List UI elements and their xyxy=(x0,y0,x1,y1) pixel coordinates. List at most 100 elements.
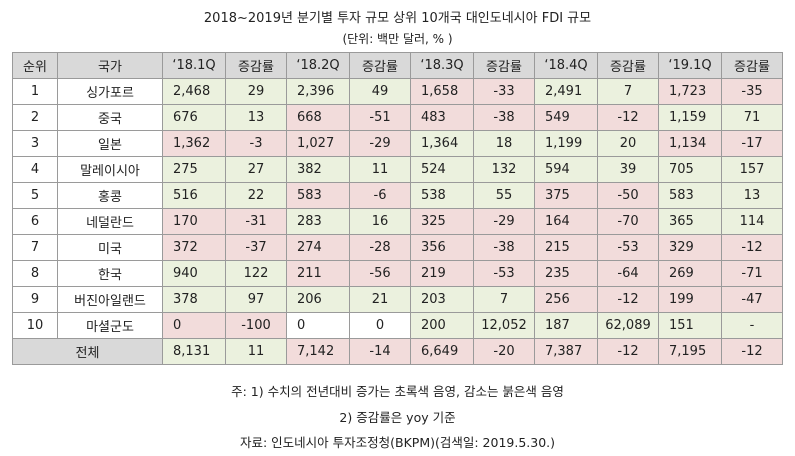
change-rate-cell: -38 xyxy=(473,104,535,131)
change-rate-cell: -29 xyxy=(349,130,411,157)
value-cell: 0 xyxy=(162,312,226,339)
table-row: 9 버진아일랜드 378 97 206 21 203 7 256 -12 199 -47 xyxy=(12,286,783,313)
value-cell: 170 xyxy=(162,208,226,235)
change-rate-cell: -28 xyxy=(349,234,411,261)
value-cell: 187 xyxy=(534,312,598,339)
header-cell: 증감률 xyxy=(721,52,783,79)
change-rate-cell: -35 xyxy=(721,78,783,105)
value-cell: 1,364 xyxy=(410,130,474,157)
value-cell: 676 xyxy=(162,104,226,131)
change-rate-cell: -37 xyxy=(225,234,287,261)
value-cell: 516 xyxy=(162,182,226,209)
change-rate-cell: 16 xyxy=(349,208,411,235)
table-row: 3 일본 1,362 -3 1,027 -29 1,364 18 1,199 20 1,134 -17 xyxy=(12,130,783,157)
table-body: 1 싱가포르 2,468 29 2,396 49 1,658 -33 2,491 7 1,723 -3… xyxy=(12,78,783,365)
country-cell: 한국 xyxy=(57,260,163,287)
value-cell: 206 xyxy=(286,286,350,313)
change-rate-cell: -12 xyxy=(597,286,659,313)
value-cell: 378 xyxy=(162,286,226,313)
header-cell: 증감률 xyxy=(349,52,411,79)
rank-cell: 7 xyxy=(12,234,58,261)
source-note: 자료: 인도네시아 투자조정청(BKPM)(검색일: 2019.5.30.) xyxy=(239,435,556,450)
value-cell: 0 xyxy=(286,312,350,339)
change-rate-cell: 21 xyxy=(349,286,411,313)
change-rate-cell: -56 xyxy=(349,260,411,287)
total-value-cell: 6,649 xyxy=(410,338,474,365)
fdi-table: 순위 국가 ‘18.1Q 증감률 ‘18.2Q 증감률 ‘18.3Q 증감률 ‘… xyxy=(12,52,783,365)
rank-cell: 5 xyxy=(12,182,58,209)
change-rate-cell: 55 xyxy=(473,182,535,209)
value-cell: 382 xyxy=(286,156,350,183)
country-cell: 미국 xyxy=(57,234,163,261)
change-rate-cell: 62,089 xyxy=(597,312,659,339)
header-row: 순위 국가 ‘18.1Q 증감률 ‘18.2Q 증감률 ‘18.3Q 증감률 ‘… xyxy=(12,52,783,79)
change-rate-cell: 71 xyxy=(721,104,783,131)
value-cell: 2,491 xyxy=(534,78,598,105)
value-cell: 164 xyxy=(534,208,598,235)
table-title: 2018~2019년 분기별 투자 규모 상위 10개국 대인도네시아 FDI … xyxy=(203,11,592,26)
value-cell: 1,199 xyxy=(534,130,598,157)
value-cell: 375 xyxy=(534,182,598,209)
value-cell: 1,723 xyxy=(658,78,722,105)
header-cell: ‘18.2Q xyxy=(286,52,350,79)
value-cell: 668 xyxy=(286,104,350,131)
header-cell: ‘19.1Q xyxy=(658,52,722,79)
value-cell: 1,658 xyxy=(410,78,474,105)
change-rate-cell: -53 xyxy=(473,260,535,287)
change-rate-cell: 29 xyxy=(225,78,287,105)
value-cell: 940 xyxy=(162,260,226,287)
value-cell: 583 xyxy=(658,182,722,209)
change-rate-cell: -38 xyxy=(473,234,535,261)
value-cell: 215 xyxy=(534,234,598,261)
value-cell: 211 xyxy=(286,260,350,287)
table-row: 5 홍콩 516 22 583 -6 538 55 375 -50 583 13 xyxy=(12,182,783,209)
table-row: 10 마셜군도 0 -100 0 0 200 12,052 187 62,089 151- xyxy=(12,312,783,339)
change-rate-cell: -31 xyxy=(225,208,287,235)
value-cell: 365 xyxy=(658,208,722,235)
change-rate-cell: 18 xyxy=(473,130,535,157)
total-value-cell: 8,131 xyxy=(162,338,226,365)
change-rate-cell: 0 xyxy=(349,312,411,339)
total-value-cell: 7,387 xyxy=(534,338,598,365)
country-cell: 말레이시아 xyxy=(57,156,163,183)
change-rate-cell: -70 xyxy=(597,208,659,235)
value-cell: 2,396 xyxy=(286,78,350,105)
value-cell: 1,159 xyxy=(658,104,722,131)
change-rate-cell: 132 xyxy=(473,156,535,183)
value-cell: 200 xyxy=(410,312,474,339)
header-cell: 증감률 xyxy=(225,52,287,79)
note-1: 주: 1) 수치의 전년대비 증가는 초록색 음영, 감소는 붉은색 음영 xyxy=(231,384,564,399)
total-change-rate-cell: -12 xyxy=(597,338,659,365)
value-cell: 549 xyxy=(534,104,598,131)
total-value-cell: 7,195 xyxy=(658,338,722,365)
country-cell: 홍콩 xyxy=(57,182,163,209)
header-cell: 증감률 xyxy=(597,52,659,79)
header-cell: 증감률 xyxy=(473,52,535,79)
change-rate-cell: 39 xyxy=(597,156,659,183)
change-rate-cell: 11 xyxy=(349,156,411,183)
value-cell: 1,134 xyxy=(658,130,722,157)
change-rate-cell: 20 xyxy=(597,130,659,157)
total-row: 전체 8,131 11 7,142 -14 6,649 -20 7,387 -12 7,195 -1… xyxy=(12,338,783,365)
change-rate-cell: 122 xyxy=(225,260,287,287)
rank-cell: 9 xyxy=(12,286,58,313)
change-rate-cell: -17 xyxy=(721,130,783,157)
change-rate-cell: -12 xyxy=(721,234,783,261)
change-rate-cell: -3 xyxy=(225,130,287,157)
country-cell: 네덜란드 xyxy=(57,208,163,235)
rank-cell: 4 xyxy=(12,156,58,183)
country-cell: 싱가포르 xyxy=(57,78,163,105)
value-cell: 269 xyxy=(658,260,722,287)
change-rate-cell: - xyxy=(721,312,783,339)
rank-cell: 8 xyxy=(12,260,58,287)
value-cell: 2,468 xyxy=(162,78,226,105)
header-cell: 순위 xyxy=(12,52,58,79)
table-row: 4 말레이시아 275 27 382 11 524 132 594 39 705 157 xyxy=(12,156,783,183)
change-rate-cell: -51 xyxy=(349,104,411,131)
table-row: 8 한국 940 122 211 -56 219 -53 235 -64 269 -71 xyxy=(12,260,783,287)
value-cell: 219 xyxy=(410,260,474,287)
value-cell: 1,362 xyxy=(162,130,226,157)
total-change-rate-cell: 11 xyxy=(225,338,287,365)
rank-cell: 3 xyxy=(12,130,58,157)
change-rate-cell: 97 xyxy=(225,286,287,313)
